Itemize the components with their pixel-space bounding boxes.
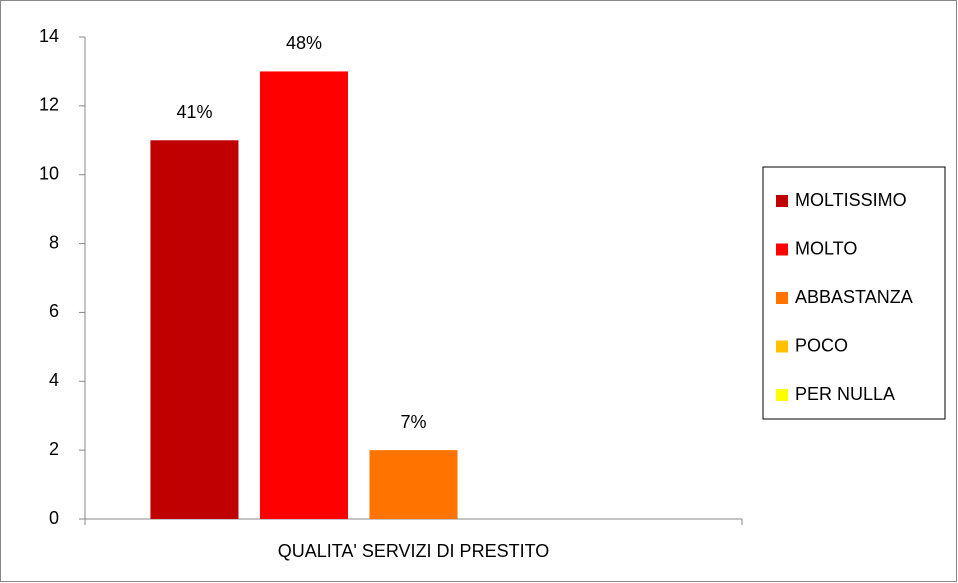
y-tick-label: 2 xyxy=(49,439,59,459)
legend-swatch xyxy=(776,389,788,401)
legend-label: POCO xyxy=(795,335,848,355)
bar xyxy=(150,140,239,520)
y-tick-label: 10 xyxy=(39,163,59,183)
data-label: 48% xyxy=(286,33,322,53)
y-tick-label: 12 xyxy=(39,95,59,115)
bar xyxy=(259,71,348,519)
bar xyxy=(369,450,458,519)
x-tick-label: QUALITA' SERVIZI DI PRESTITO xyxy=(278,541,550,561)
data-label: 41% xyxy=(176,102,212,122)
y-tick-label: 0 xyxy=(49,508,59,528)
legend-swatch xyxy=(776,243,788,256)
legend-swatch xyxy=(776,340,788,353)
legend-box xyxy=(762,166,946,420)
data-label: 7% xyxy=(400,412,426,432)
legend-label: MOLTO xyxy=(795,238,857,258)
legend-label: PER NULLA xyxy=(795,384,895,404)
legend-label: ABBASTANZA xyxy=(795,287,913,307)
y-tick-label: 6 xyxy=(49,301,59,321)
legend-swatch xyxy=(776,292,788,304)
legend-label: MOLTISSIMO xyxy=(795,190,907,210)
y-tick-label: 8 xyxy=(49,232,59,252)
legend-swatch xyxy=(776,195,788,207)
y-tick-label: 4 xyxy=(49,370,59,390)
y-tick-label: 14 xyxy=(39,26,59,46)
